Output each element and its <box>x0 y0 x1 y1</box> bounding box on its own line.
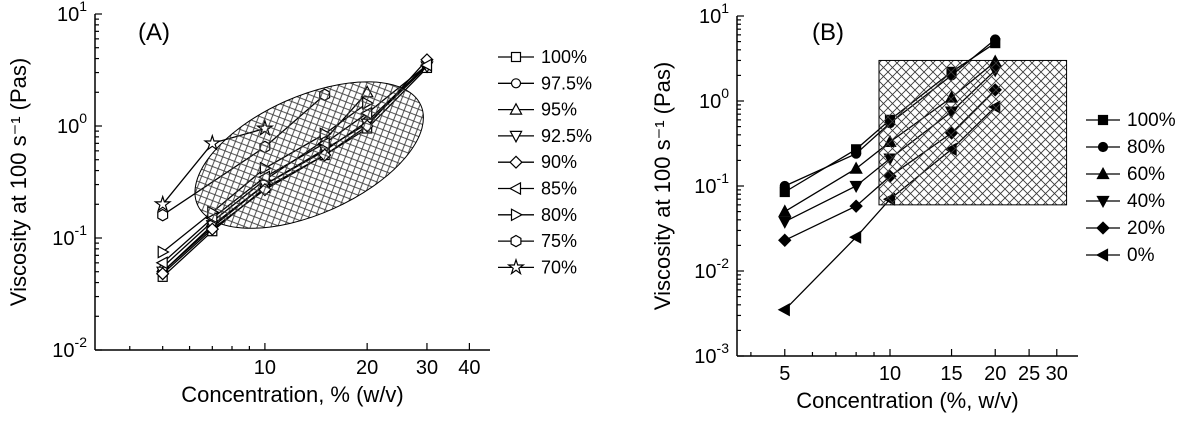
x-axis-label: Concentration (%, w/v) <box>796 388 1019 413</box>
legend-label: 40% <box>1127 191 1165 212</box>
x-tick-label: 40 <box>458 357 480 379</box>
legend-label: 85% <box>541 179 577 199</box>
x-tick-label: 5 <box>779 363 790 385</box>
x-tick-label: 30 <box>1046 363 1068 385</box>
x-tick-label: 25 <box>1018 363 1040 385</box>
legend-label: 80% <box>541 205 577 225</box>
legend-item: 80% <box>1086 137 1165 158</box>
legend-item: 70% <box>498 257 577 277</box>
y-tick-label: 10-1 <box>52 222 87 250</box>
legend-item: 92.5% <box>498 126 592 146</box>
y-tick-label: 10-1 <box>694 170 729 198</box>
y-tick-label: 100 <box>699 85 729 113</box>
y-tick-label: 101 <box>57 0 87 26</box>
panel-b-chart: 5 10 15 20 25 30 10-3 10-2 10-1 100 101 Concentrati… <box>650 0 1176 413</box>
legend-item: 0% <box>1086 245 1155 266</box>
panel-a: 10 20 30 40 10-2 10-1 100 101 Concentration, % (… <box>6 0 592 407</box>
legend-item: 100% <box>498 47 587 67</box>
x-tick-label: 20 <box>356 357 378 379</box>
x-tick-label: 10 <box>879 363 901 385</box>
legend-label: 75% <box>541 231 577 251</box>
x-tick-label: 30 <box>416 357 438 379</box>
y-axis-label: Viscosity at 100 s⁻¹ (Pas) <box>6 58 31 306</box>
x-tick-label: 20 <box>984 363 1006 385</box>
legend-label: 70% <box>541 257 577 277</box>
y-tick-label: 10-2 <box>694 255 729 283</box>
legend-label: 92.5% <box>541 126 592 146</box>
panel-letter: (B) <box>812 19 844 46</box>
panel-a-chart: 10 20 30 40 10-2 10-1 100 101 Concentration, % (… <box>6 0 592 407</box>
legend-item: 100% <box>1086 110 1176 131</box>
y-tick-label: 100 <box>57 110 87 138</box>
x-tick-label: 10 <box>254 357 276 379</box>
legend-item: 97.5% <box>498 73 592 93</box>
legend-item: 20% <box>1086 218 1165 239</box>
legend-label: 0% <box>1127 245 1155 266</box>
tick-marks <box>737 15 1058 357</box>
legend: 100% 80% 60% 40% 20% 0% <box>1086 110 1176 266</box>
legend-item: 90% <box>498 152 577 172</box>
y-tick-label: 10-2 <box>52 334 87 362</box>
tick-marks <box>95 13 470 351</box>
axes <box>94 14 490 351</box>
legend-label: 90% <box>541 152 577 172</box>
legend-item: 75% <box>498 231 577 251</box>
legend-item: 60% <box>1086 164 1165 185</box>
legend-label: 60% <box>1127 164 1165 185</box>
legend-label: 100% <box>1127 110 1176 131</box>
legend-label: 95% <box>541 100 577 120</box>
hatched-ellipse-annotation <box>194 81 424 229</box>
hatched-rect-annotation <box>878 59 1068 206</box>
y-axis-label: Viscosity at 100 s⁻¹ (Pas) <box>650 62 675 310</box>
legend-label: 100% <box>541 47 587 67</box>
legend-item: 95% <box>498 100 577 120</box>
panel-b: 5 10 15 20 25 30 10-3 10-2 10-1 100 101 Concentrati… <box>600 0 1200 422</box>
y-tick-label: 10-3 <box>694 340 729 368</box>
legend: 100% 97.5% 95% 92.5% 90% 85% 80% 75% 70% <box>498 47 592 277</box>
x-tick-label: 15 <box>940 363 962 385</box>
tick-labels: 10 20 30 40 10-2 10-1 100 101 <box>52 0 480 379</box>
tick-labels: 5 10 15 20 25 30 10-3 10-2 10-1 100 101 <box>694 0 1068 385</box>
y-tick-label: 101 <box>699 0 729 28</box>
legend-item: 80% <box>498 205 577 225</box>
legend-item: 85% <box>498 179 577 199</box>
x-axis-label: Concentration, % (w/v) <box>181 382 404 407</box>
panel-letter: (A) <box>138 19 170 46</box>
legend-label: 97.5% <box>541 73 592 93</box>
legend-item: 40% <box>1086 191 1165 212</box>
legend-label: 80% <box>1127 137 1165 158</box>
legend-label: 20% <box>1127 218 1165 239</box>
